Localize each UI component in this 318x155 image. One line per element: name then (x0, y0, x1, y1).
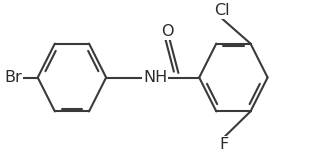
Text: Br: Br (4, 70, 22, 85)
Text: O: O (161, 24, 174, 39)
Text: Cl: Cl (215, 3, 230, 18)
Text: NH: NH (143, 70, 167, 85)
Text: F: F (219, 137, 229, 152)
